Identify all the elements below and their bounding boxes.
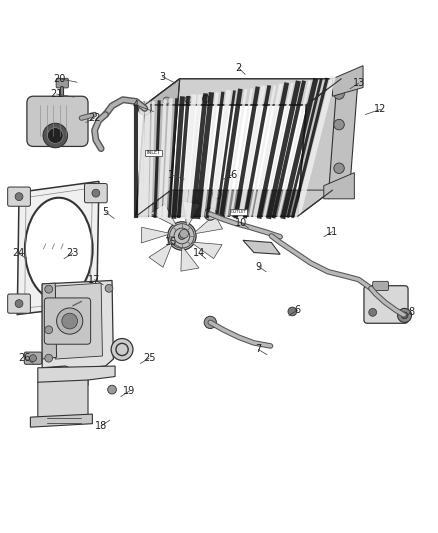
Text: 18: 18: [95, 421, 107, 431]
Text: 22: 22: [88, 113, 101, 123]
Text: 1: 1: [168, 170, 174, 180]
Polygon shape: [136, 79, 180, 216]
FancyBboxPatch shape: [44, 298, 91, 344]
Circle shape: [334, 89, 344, 99]
Circle shape: [185, 96, 192, 103]
FancyBboxPatch shape: [8, 294, 30, 313]
Text: 3: 3: [159, 71, 165, 82]
Circle shape: [334, 163, 344, 174]
Text: 21: 21: [50, 89, 63, 99]
Polygon shape: [42, 283, 57, 359]
Text: 4: 4: [133, 100, 139, 110]
Text: 26: 26: [18, 353, 31, 363]
Polygon shape: [141, 227, 168, 243]
Circle shape: [42, 237, 62, 256]
Circle shape: [369, 309, 377, 316]
Circle shape: [108, 385, 117, 394]
Circle shape: [43, 123, 67, 148]
Polygon shape: [150, 204, 176, 226]
Circle shape: [105, 285, 113, 292]
Circle shape: [204, 208, 216, 220]
Circle shape: [45, 354, 53, 362]
Circle shape: [401, 312, 408, 319]
Circle shape: [212, 190, 221, 199]
Circle shape: [15, 300, 23, 308]
FancyBboxPatch shape: [85, 183, 107, 203]
Text: 12: 12: [374, 104, 387, 114]
Circle shape: [180, 229, 188, 238]
Polygon shape: [145, 79, 341, 105]
Circle shape: [62, 313, 78, 329]
Text: 7: 7: [255, 344, 261, 354]
Circle shape: [288, 307, 297, 316]
Polygon shape: [38, 366, 115, 386]
Text: 19: 19: [124, 386, 136, 396]
Text: 17: 17: [88, 274, 101, 285]
Circle shape: [57, 308, 83, 334]
Text: INLET: INLET: [146, 150, 161, 156]
Polygon shape: [183, 201, 201, 225]
Text: 5: 5: [102, 207, 109, 217]
Circle shape: [111, 338, 133, 360]
FancyBboxPatch shape: [27, 96, 88, 147]
FancyBboxPatch shape: [364, 286, 408, 323]
Polygon shape: [136, 190, 332, 216]
Circle shape: [163, 97, 170, 104]
Circle shape: [92, 297, 100, 305]
Circle shape: [334, 119, 344, 130]
Text: 6: 6: [294, 305, 300, 315]
Polygon shape: [42, 280, 113, 369]
FancyBboxPatch shape: [373, 281, 389, 290]
Ellipse shape: [25, 198, 92, 300]
Text: 8: 8: [408, 308, 414, 317]
Text: 23: 23: [67, 248, 79, 259]
Polygon shape: [193, 243, 222, 259]
Text: 16: 16: [226, 170, 238, 180]
Text: 13: 13: [353, 78, 365, 88]
Circle shape: [202, 95, 209, 102]
Circle shape: [92, 189, 100, 197]
Text: 20: 20: [53, 74, 66, 84]
Text: OUTLET: OUTLET: [230, 210, 247, 214]
Text: 24: 24: [12, 248, 25, 259]
Ellipse shape: [168, 222, 196, 250]
Circle shape: [45, 326, 53, 334]
Polygon shape: [17, 181, 99, 314]
Polygon shape: [30, 414, 92, 427]
FancyBboxPatch shape: [24, 352, 42, 364]
Circle shape: [45, 285, 53, 293]
Polygon shape: [55, 283, 102, 359]
Polygon shape: [324, 173, 354, 199]
Circle shape: [138, 102, 151, 115]
Text: 2: 2: [236, 63, 242, 73]
Circle shape: [178, 232, 185, 239]
Text: 11: 11: [326, 227, 339, 237]
Polygon shape: [38, 380, 88, 425]
Text: 14: 14: [193, 248, 205, 259]
Text: 25: 25: [143, 353, 155, 363]
Circle shape: [47, 241, 57, 252]
Polygon shape: [297, 79, 341, 216]
Ellipse shape: [28, 235, 76, 259]
Polygon shape: [181, 248, 199, 271]
Polygon shape: [328, 70, 359, 199]
Polygon shape: [332, 66, 363, 96]
FancyBboxPatch shape: [8, 187, 30, 206]
Polygon shape: [195, 215, 223, 233]
Circle shape: [398, 309, 412, 322]
Polygon shape: [243, 240, 280, 254]
Polygon shape: [149, 243, 172, 268]
FancyBboxPatch shape: [56, 78, 68, 88]
Circle shape: [29, 354, 36, 362]
FancyBboxPatch shape: [85, 292, 107, 311]
Text: 15: 15: [165, 238, 177, 247]
Text: 10: 10: [235, 218, 247, 228]
Text: 9: 9: [255, 262, 261, 271]
Circle shape: [47, 128, 63, 143]
Circle shape: [204, 316, 216, 328]
Circle shape: [15, 193, 23, 200]
Circle shape: [72, 298, 82, 309]
